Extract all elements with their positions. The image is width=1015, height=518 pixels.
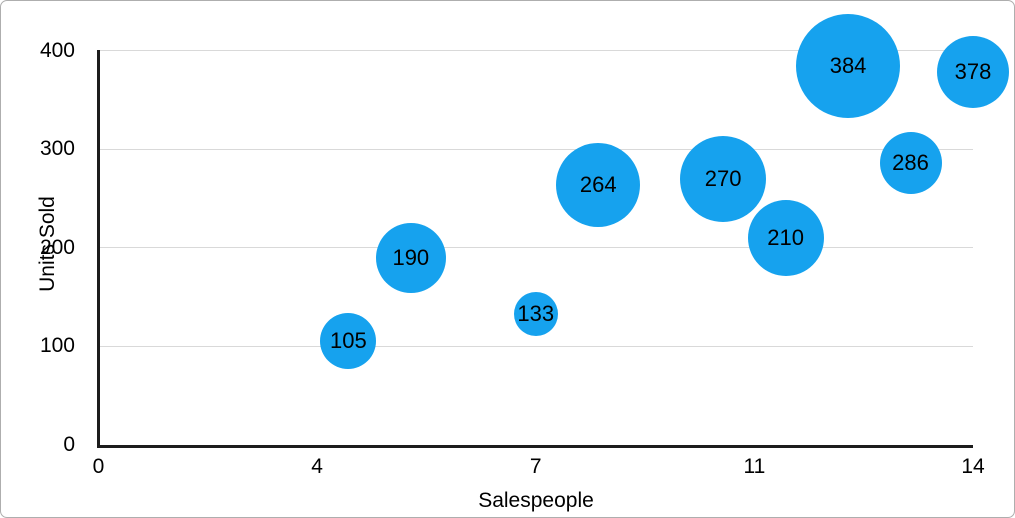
x-tick-label-11: 11: [743, 455, 766, 478]
x-tick-label-4: 4: [311, 455, 323, 478]
y-tick-label-0: 0: [63, 433, 75, 456]
bubble-133[interactable]: 133: [513, 291, 558, 336]
x-axis-title: Salespeople: [478, 489, 594, 512]
x-tick-label-7: 7: [529, 455, 542, 478]
bubble-label: 378: [954, 59, 992, 85]
bubble-286[interactable]: 286: [879, 131, 942, 194]
bubble-210[interactable]: 210: [747, 199, 824, 276]
bubble-378[interactable]: 378: [937, 36, 1009, 109]
bubble-label: 286: [892, 149, 929, 175]
bubble-190[interactable]: 190: [375, 222, 446, 293]
y-tick-label-400: 400: [39, 38, 75, 62]
bubble-label: 384: [829, 53, 867, 79]
bubble-label: 105: [329, 328, 367, 354]
bubble-label: 264: [579, 171, 617, 197]
x-tick-label-0: 0: [92, 455, 105, 478]
bubble-384[interactable]: 384: [796, 14, 901, 119]
y-axis-title: Units Sold: [36, 196, 59, 292]
bubble-label: 270: [704, 165, 742, 191]
gridline-y-400: [98, 50, 973, 51]
x-axis-line: [97, 444, 973, 448]
y-tick-label-300: 300: [39, 137, 75, 161]
bubble-105[interactable]: 105: [320, 313, 377, 370]
y-tick-label-200: 200: [39, 235, 75, 259]
y-axis-line: [97, 50, 100, 447]
bubble-label: 210: [767, 224, 804, 250]
bubble-264[interactable]: 264: [556, 142, 641, 227]
y-tick-label-100: 100: [39, 334, 75, 358]
bubble-label: 190: [392, 244, 430, 270]
x-tick-label-14: 14: [961, 455, 985, 478]
bubble-270[interactable]: 270: [680, 135, 767, 222]
gridline-y-100: [98, 345, 973, 347]
gridline-y-200: [98, 247, 973, 249]
bubble-label: 133: [517, 300, 555, 326]
gridline-y-300: [98, 148, 973, 150]
